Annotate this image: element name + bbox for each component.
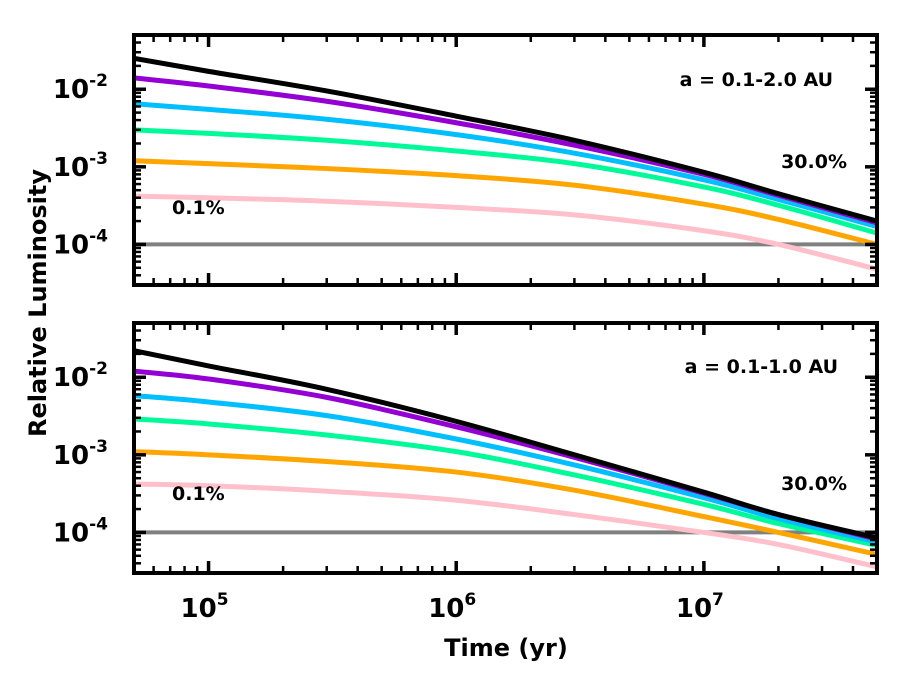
bottom-panel-label-high: 30.0%	[781, 473, 847, 495]
top-y-tick-label: 10-4	[53, 226, 108, 260]
bottom-panel-frame	[132, 321, 879, 575]
x-tick-label: 105	[181, 590, 229, 624]
top-panel-annotation: a = 0.1-2.0 AU	[680, 69, 833, 91]
top-panel: 10-4 10-3 10-2 a = 0.1-2.0 AU 30.0% 0.1%	[53, 33, 879, 287]
bottom-y-tick-label: 10-3	[53, 437, 108, 471]
bottom-panel-annotation: a = 0.1-1.0 AU	[685, 356, 838, 378]
bottom-y-tick-label: 10-4	[53, 514, 108, 548]
top-series-line-4	[134, 127, 877, 236]
top-y-tick-label: 10-3	[53, 149, 108, 183]
x-axis-label: Time (yr)	[444, 634, 568, 662]
top-series-line-1	[134, 55, 877, 224]
top-series-line-6	[134, 193, 877, 272]
top-panel-label-low: 0.1%	[172, 197, 225, 219]
bottom-series-line-5	[134, 449, 877, 557]
x-tick-label: 107	[676, 590, 724, 624]
top-y-tick-label: 10-2	[53, 71, 108, 105]
bottom-series-line-6	[134, 481, 877, 570]
bottom-series-line-1	[134, 348, 877, 541]
top-panel-label-high: 30.0%	[781, 151, 847, 173]
top-series-line-5	[134, 158, 877, 247]
bottom-panel-label-low: 0.1%	[172, 483, 225, 505]
top-panel-frame	[132, 33, 879, 287]
bottom-series-line-3	[134, 393, 877, 545]
y-axis-label: Relative Luminosity	[24, 169, 52, 437]
x-tick-label: 106	[428, 590, 476, 624]
top-series-line-3	[134, 101, 877, 229]
bottom-y-tick-label: 10-2	[53, 359, 108, 393]
bottom-series-line-4	[134, 416, 877, 548]
bottom-panel: 10-4 10-3 10-2 105 106 107 a = 0.1-1.0 AU 30…	[53, 321, 879, 624]
